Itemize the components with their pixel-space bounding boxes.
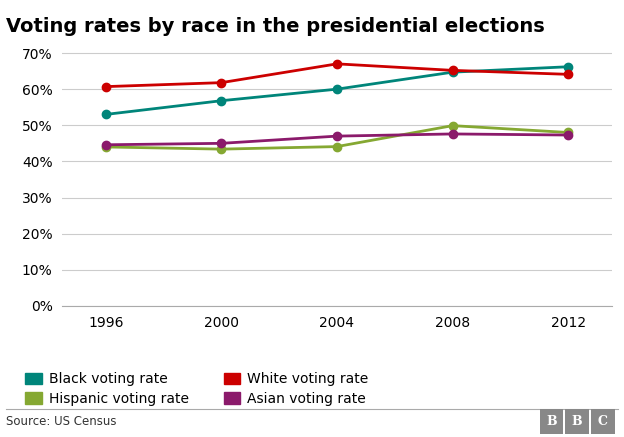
Hispanic voting rate [218,146,225,152]
Black voting rate [565,64,572,69]
Line: Asian voting rate: Asian voting rate [102,130,572,149]
Black voting rate [333,87,341,92]
Black voting rate [218,98,225,103]
Asian voting rate [449,132,456,137]
Text: B: B [546,415,557,428]
Hispanic voting rate [333,144,341,149]
Text: Source: US Census: Source: US Census [6,415,117,428]
Text: B: B [572,415,583,428]
White voting rate [565,72,572,77]
White voting rate [449,68,456,73]
White voting rate [333,61,341,66]
Asian voting rate [333,133,341,139]
Hispanic voting rate [102,144,109,149]
Asian voting rate [218,141,225,146]
Black voting rate [102,112,109,117]
White voting rate [102,84,109,89]
Asian voting rate [102,142,109,147]
Line: Black voting rate: Black voting rate [102,62,572,118]
Legend: Black voting rate, Hispanic voting rate, White voting rate, Asian voting rate: Black voting rate, Hispanic voting rate,… [26,372,369,406]
Text: Voting rates by race in the presidential elections: Voting rates by race in the presidential… [6,17,545,36]
White voting rate [218,80,225,85]
Text: C: C [598,415,608,428]
Line: Hispanic voting rate: Hispanic voting rate [102,121,572,153]
Hispanic voting rate [565,130,572,135]
Asian voting rate [565,132,572,138]
Hispanic voting rate [449,123,456,128]
Line: White voting rate: White voting rate [102,60,572,91]
Black voting rate [449,69,456,75]
